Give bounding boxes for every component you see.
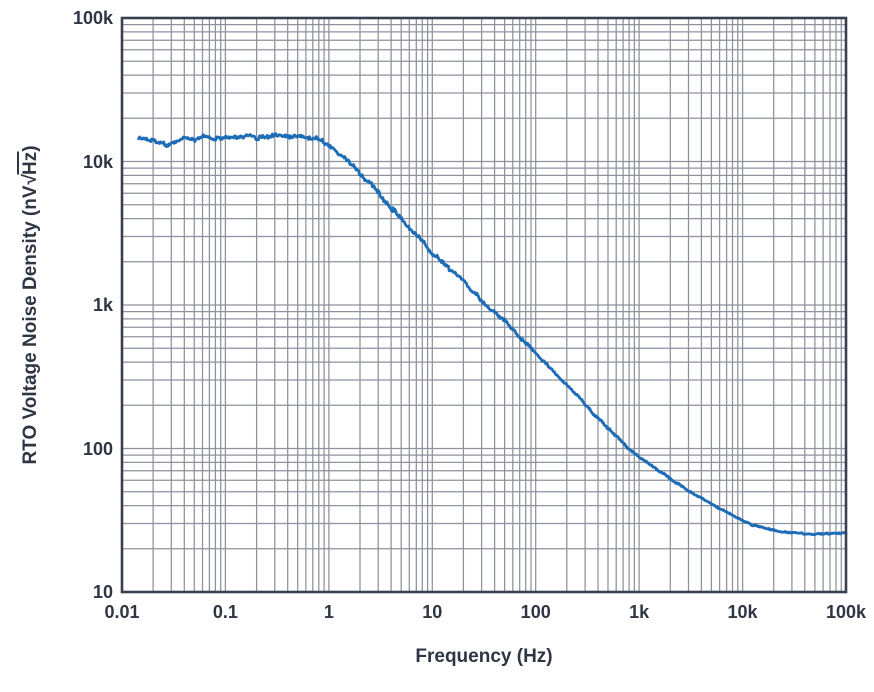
x-tick-label: 100k <box>825 602 867 622</box>
plot-border <box>120 16 848 594</box>
x-tick-label: 100 <box>520 602 551 622</box>
y-tick-label: 1k <box>92 295 113 315</box>
x-tick-label: 1 <box>323 602 334 622</box>
y-axis-title-prefix: RTO Voltage Noise Density (nV <box>20 185 41 465</box>
x-tick-label: 1k <box>629 602 650 622</box>
y-tick-label: 10k <box>82 151 113 172</box>
y-tick-label: 100k <box>72 8 113 28</box>
x-tick-label: 0.1 <box>212 602 238 622</box>
noise-curve <box>137 132 848 537</box>
x-tick-label: 10 <box>422 602 443 622</box>
sqrt-symbol: √ <box>20 174 41 185</box>
x-tick-label: 0.01 <box>104 602 140 622</box>
y-axis-title-suffix: ) <box>20 145 41 152</box>
y-axis-title: RTO Voltage Noise Density (nV√Hz) <box>17 145 42 465</box>
y-tick-label: 100 <box>82 438 113 459</box>
x-axis-title: Frequency (Hz) <box>415 646 553 667</box>
y-tick-label: 10 <box>92 582 113 602</box>
y-axis-title-radicand: Hz <box>17 151 41 176</box>
x-tick-label: 10k <box>727 602 758 622</box>
